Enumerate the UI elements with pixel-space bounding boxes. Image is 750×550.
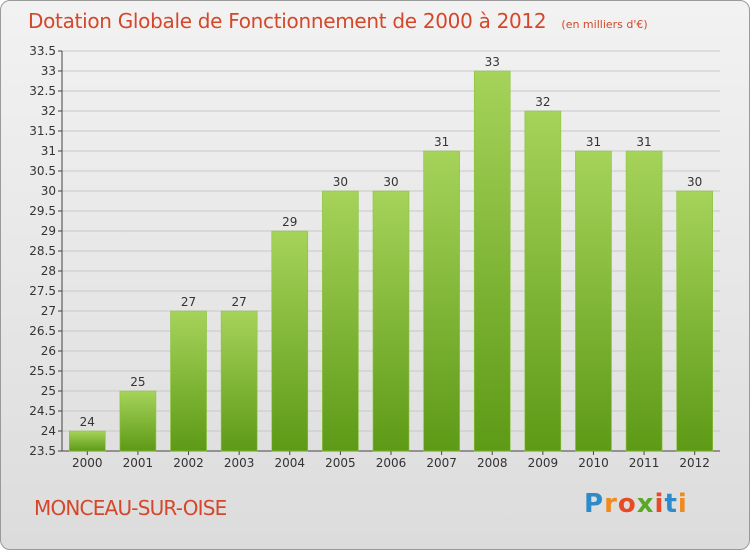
x-tick-label-2007: 2007 xyxy=(426,456,457,470)
title-row: Dotation Globale de Fonctionnement de 20… xyxy=(28,9,648,33)
x-tick-label-2001: 2001 xyxy=(123,456,154,470)
logo-letter: i xyxy=(654,489,665,519)
value-label-2003: 27 xyxy=(232,295,247,309)
y-tick-label: 24.5 xyxy=(29,404,56,418)
y-tick-label: 28.5 xyxy=(29,244,56,258)
y-tick-label: 27.5 xyxy=(29,284,56,298)
x-tick-label-2012: 2012 xyxy=(679,456,710,470)
y-tick-label: 27 xyxy=(41,304,56,318)
logo-letter: P xyxy=(584,489,605,519)
value-label-2005: 30 xyxy=(333,175,348,189)
proxiti-logo[interactable]: Proxiti xyxy=(584,489,688,519)
bar-2006 xyxy=(372,190,410,452)
y-tick-label: 25.5 xyxy=(29,364,56,378)
y-tick-label: 31 xyxy=(41,144,56,158)
x-tick-label-2003: 2003 xyxy=(224,456,255,470)
bars xyxy=(69,70,713,452)
bar-2004 xyxy=(271,230,309,452)
value-label-2002: 27 xyxy=(181,295,196,309)
y-tick-label: 29.5 xyxy=(29,204,56,218)
y-tick-label: 30.5 xyxy=(29,164,56,178)
y-tick-label: 26 xyxy=(41,344,56,358)
value-label-2006: 30 xyxy=(383,175,398,189)
logo-letter: t xyxy=(664,489,678,519)
bar-2007 xyxy=(423,150,460,452)
bar-2005 xyxy=(322,190,359,452)
bar-2000 xyxy=(69,430,106,452)
labels: 23.5 24 24.5 25 25.5 26 26.5 27 27.5 28 28.5 29 29.5… xyxy=(29,44,710,470)
x-tick-label-2002: 2002 xyxy=(173,456,204,470)
bar-2010 xyxy=(575,150,612,452)
value-label-2001: 25 xyxy=(130,375,145,389)
y-tick-label: 30 xyxy=(41,184,56,198)
x-tick-label-2000: 2000 xyxy=(72,456,103,470)
bar-2001 xyxy=(119,390,157,452)
y-tick-label: 33 xyxy=(41,64,56,78)
y-tick-label: 31.5 xyxy=(29,124,56,138)
unit-note: (en milliers d'€) xyxy=(561,18,648,31)
y-tick-label: 24 xyxy=(41,424,56,438)
y-tick-label: 23.5 xyxy=(29,444,56,458)
chart-title: Dotation Globale de Fonctionnement de 20… xyxy=(28,9,547,33)
x-tick-label-2010: 2010 xyxy=(578,456,609,470)
x-tick-label-2008: 2008 xyxy=(477,456,508,470)
bar-2002 xyxy=(170,310,207,452)
value-label-2008: 33 xyxy=(485,55,500,69)
bar-2012 xyxy=(676,190,713,452)
y-tick-label: 33.5 xyxy=(29,44,56,58)
x-tick-label-2005: 2005 xyxy=(325,456,356,470)
value-label-2010: 31 xyxy=(586,135,601,149)
logo-letter: i xyxy=(677,489,688,519)
value-label-2012: 30 xyxy=(687,175,702,189)
logo-letter: r xyxy=(604,489,618,519)
x-tick-label-2004: 2004 xyxy=(274,456,305,470)
value-label-2004: 29 xyxy=(282,215,297,229)
bar-2011 xyxy=(625,150,663,452)
y-tick-label: 25 xyxy=(41,384,56,398)
y-tick-label: 32.5 xyxy=(29,84,56,98)
bar-2008 xyxy=(473,70,511,452)
bar-2003 xyxy=(220,310,258,452)
value-label-2011: 31 xyxy=(636,135,651,149)
y-tick-label: 26.5 xyxy=(29,324,56,338)
x-tick-label-2009: 2009 xyxy=(528,456,559,470)
value-label-2007: 31 xyxy=(434,135,449,149)
y-tick-label: 28 xyxy=(41,264,56,278)
x-tick-label-2006: 2006 xyxy=(376,456,407,470)
x-tick-label-2011: 2011 xyxy=(629,456,660,470)
logo-letter: x xyxy=(636,489,655,519)
value-label-2000: 24 xyxy=(80,415,95,429)
value-label-2009: 32 xyxy=(535,95,550,109)
y-tick-label: 32 xyxy=(41,104,56,118)
bar-2009 xyxy=(524,110,562,452)
place-name: MONCEAU-SUR-OISE xyxy=(34,496,227,520)
y-tick-label: 29 xyxy=(41,224,56,238)
logo-letter: o xyxy=(617,489,637,519)
